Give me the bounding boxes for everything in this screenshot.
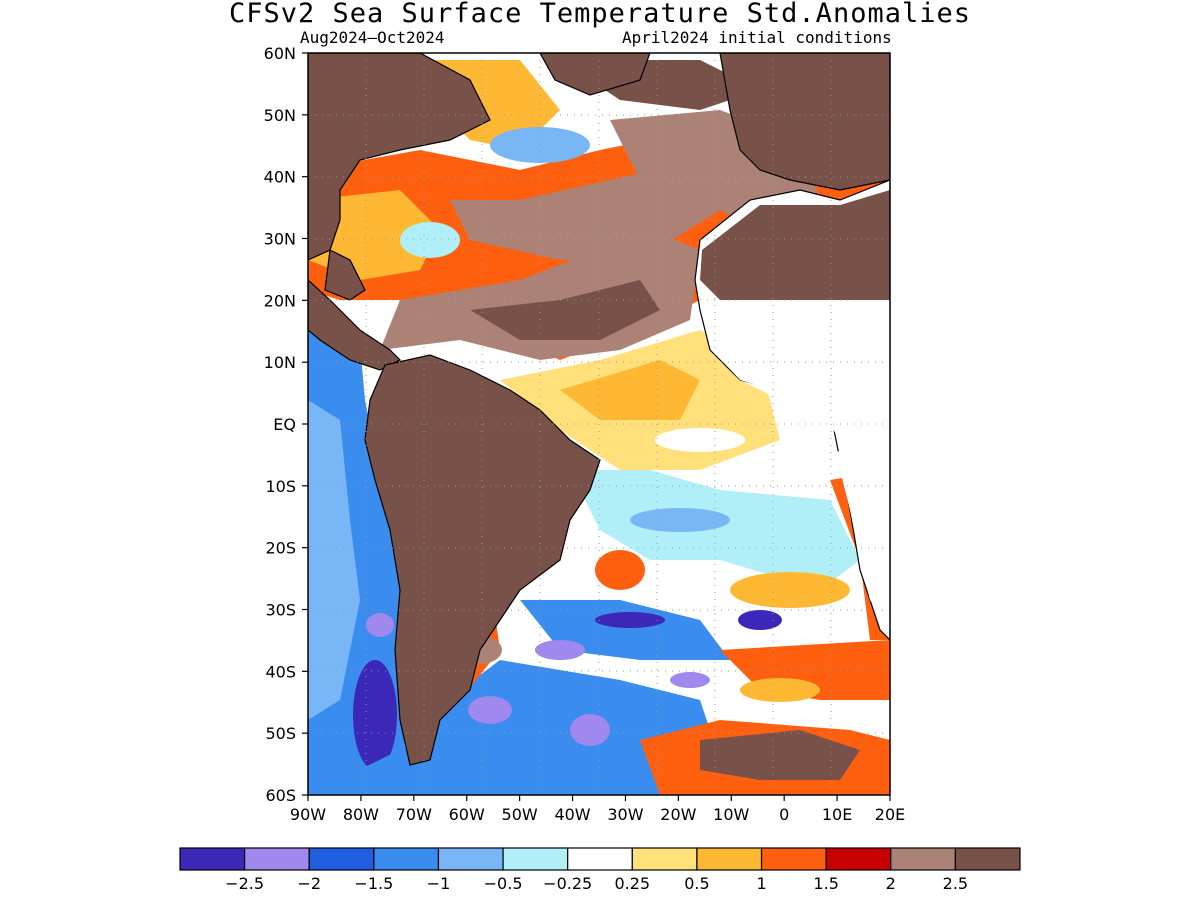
lon-tick-label: 10E xyxy=(822,805,852,824)
lat-tick-label: 40N xyxy=(264,168,296,187)
colorbar-label: 1.5 xyxy=(813,874,838,893)
colorbar-label: 1 xyxy=(756,874,766,893)
colorbar-label: −0.5 xyxy=(484,874,523,893)
lon-tick-label: 90W xyxy=(290,805,326,824)
land-europe xyxy=(719,53,890,191)
lon-tick-label: 40W xyxy=(554,805,590,824)
lat-tick-label: 30N xyxy=(264,230,296,249)
lon-tick-label: 70W xyxy=(396,805,432,824)
colorbar-swatch xyxy=(760,847,827,871)
lat-tick-label: 10N xyxy=(264,353,296,372)
land-florida xyxy=(324,249,366,301)
colorbar-label: 2 xyxy=(886,874,896,893)
lat-tick-label: 50N xyxy=(264,106,296,125)
colorbar-swatch xyxy=(308,847,375,871)
colorbar-swatch xyxy=(502,847,569,871)
lat-tick-label: EQ xyxy=(273,415,296,434)
grid-lines xyxy=(308,53,890,795)
lon-tick-label: 30W xyxy=(607,805,643,824)
longitude-axis: 90W 80W 70W 60W 50W 40W 30W 20W 10W 0 10E 20E xyxy=(290,795,905,824)
colorbar-swatch xyxy=(825,847,892,871)
colorbar-label: 2.5 xyxy=(943,874,968,893)
lon-tick-label: 20E xyxy=(875,805,905,824)
chart-title: CFSv2 Sea Surface Temperature Std.Anomal… xyxy=(229,0,971,29)
colorbar-swatch xyxy=(244,847,310,871)
land-greenland xyxy=(539,53,651,96)
lat-tick-label: 10S xyxy=(265,477,296,496)
colorbar: −2.5 −2 −1.5 −1 −0.5 −0.25 0.25 0.5 1 1.5 2 2.5 xyxy=(179,847,1021,893)
lat-tick-label: 20N xyxy=(264,291,296,310)
lon-tick-label: 60W xyxy=(449,805,485,824)
lat-tick-label: 50S xyxy=(265,724,296,743)
colorbar-label: 0.25 xyxy=(614,874,650,893)
colorbar-label: −2 xyxy=(297,874,321,893)
lon-tick-label: 50W xyxy=(502,805,538,824)
initial-conditions: April2024 initial conditions xyxy=(622,28,892,47)
colorbar-label: −1 xyxy=(427,874,451,893)
colorbar-swatch xyxy=(373,847,440,871)
forecast-period: Aug2024–Oct2024 xyxy=(300,28,445,47)
colorbar-swatch xyxy=(890,847,956,871)
colorbar-label: 0.5 xyxy=(684,874,709,893)
land-north-america xyxy=(308,53,491,261)
lat-tick-label: 20S xyxy=(265,539,296,558)
colorbar-swatch xyxy=(437,847,504,871)
colorbar-label: −2.5 xyxy=(225,874,264,893)
lon-tick-label: 80W xyxy=(343,805,379,824)
colorbar-swatch xyxy=(631,847,698,871)
lat-tick-label: 60S xyxy=(265,786,296,805)
colorbar-label: −1.5 xyxy=(354,874,393,893)
colorbar-label: −0.25 xyxy=(543,874,592,893)
colorbar-swatch xyxy=(567,847,633,871)
lon-tick-label: 20W xyxy=(660,805,696,824)
colorbar-swatch xyxy=(696,847,763,871)
lon-tick-label: 10W xyxy=(713,805,749,824)
lon-tick-label: 0 xyxy=(779,805,789,824)
colorbar-swatch xyxy=(179,847,246,871)
latitude-axis: 60N 50N 40N 30N 20N 10N EQ 10S 20S 30S 40S 50S 60S xyxy=(264,44,308,805)
lat-tick-label: 60N xyxy=(264,44,296,63)
lat-tick-label: 40S xyxy=(265,662,296,681)
lat-tick-label: 30S xyxy=(265,601,296,620)
colorbar-swatch xyxy=(954,847,1021,871)
